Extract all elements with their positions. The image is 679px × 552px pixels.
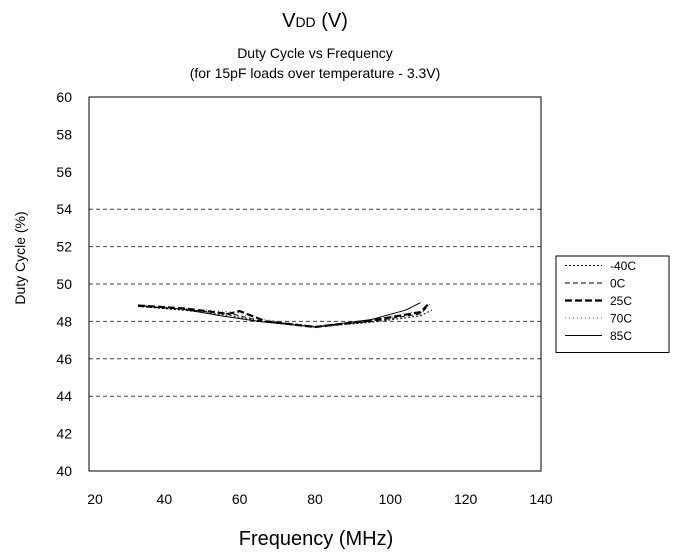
plot-area-frame (88, 96, 542, 472)
legend-label: 0C (610, 277, 626, 291)
legend-label: 70C (610, 312, 632, 326)
x-tick-labels: 20 40 60 80 100 120 140 (87, 491, 553, 507)
legend-box (555, 255, 670, 353)
gridlines (89, 208, 541, 397)
y-tick-label: 42 (56, 426, 72, 442)
x-axis-label: Frequency (MHz) (239, 528, 393, 550)
x-tick-label: 100 (379, 491, 403, 507)
legend-label: 25C (610, 294, 632, 308)
x-tick-label: 140 (529, 491, 553, 507)
y-tick-label: 54 (56, 201, 72, 217)
legend-label: 85C (610, 329, 632, 343)
chart-title: Duty Cycle vs Frequency (237, 45, 393, 61)
y-tick-label: 40 (56, 463, 72, 479)
y-tick-labels: 40 42 44 46 48 50 52 54 56 58 60 (56, 89, 72, 479)
series-line-25C (137, 303, 429, 329)
y-tick-label: 48 (56, 313, 72, 329)
y-tick-label: 56 (56, 164, 72, 180)
series-line-70C (137, 302, 433, 327)
x-tick-label: 120 (454, 491, 478, 507)
y-axis-label: Duty Cycle (%) (12, 211, 28, 304)
y-tick-label: 44 (56, 388, 72, 404)
y-tick-label: 50 (56, 276, 72, 292)
series-lines (137, 302, 433, 329)
x-tick-label: 60 (232, 491, 248, 507)
legend: -40C 0C 25C 70C 85C (555, 255, 670, 353)
x-tick-label: 20 (87, 491, 103, 507)
x-tick-label: 80 (307, 491, 323, 507)
y-tick-label: 46 (56, 351, 72, 367)
series-line-85C (137, 302, 421, 328)
y-tick-label: 52 (56, 239, 72, 255)
chart-subtitle: (for 15pF loads over temperature - 3.3V) (190, 65, 441, 81)
vdd-header: VDD (V) (282, 10, 348, 32)
x-tick-label: 40 (157, 491, 173, 507)
series-line-0C (137, 305, 429, 328)
y-tick-label: 60 (56, 89, 72, 105)
legend-label: -40C (610, 259, 636, 273)
y-tick-label: 58 (56, 126, 72, 142)
